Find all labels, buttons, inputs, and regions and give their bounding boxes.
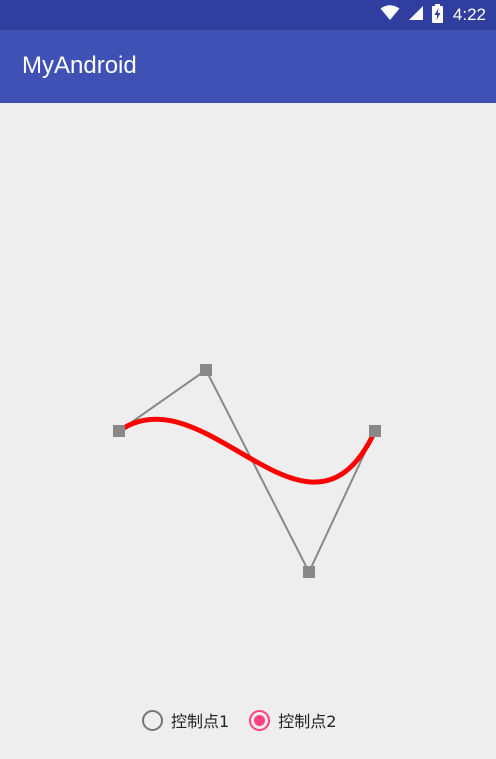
- cell-signal-icon: [408, 5, 424, 25]
- status-icons: 4:22: [380, 3, 486, 27]
- radio-option-control-point-2[interactable]: 控制点2: [249, 708, 336, 732]
- bezier-canvas[interactable]: [0, 103, 496, 759]
- status-time: 4:22: [452, 5, 486, 24]
- app-title: MyAndroid: [22, 52, 137, 79]
- start-point-handle[interactable]: [113, 425, 125, 437]
- control-point-2-handle[interactable]: [303, 566, 315, 578]
- radio-unchecked-icon[interactable]: [142, 709, 163, 731]
- app-bar: MyAndroid: [0, 30, 496, 103]
- control-point-1-handle[interactable]: [200, 364, 212, 376]
- radio-option-control-point-1[interactable]: 控制点1: [142, 708, 229, 732]
- battery-charging-icon: [431, 3, 443, 27]
- radio-label-control-point-2: 控制点2: [278, 712, 337, 731]
- control-point-radio-group: 控制点1 控制点2: [142, 705, 356, 735]
- end-point-handle[interactable]: [369, 425, 381, 437]
- radio-dot: [254, 714, 266, 726]
- content-area: 控制点1 控制点2: [0, 103, 496, 759]
- radio-checked-icon[interactable]: [249, 709, 271, 731]
- bezier-curve: [116, 416, 378, 485]
- radio-label-control-point-1: 控制点1: [171, 712, 230, 731]
- control-polygon: [118, 368, 376, 575]
- wifi-icon: [380, 5, 400, 25]
- status-bar: 4:22: [0, 0, 496, 30]
